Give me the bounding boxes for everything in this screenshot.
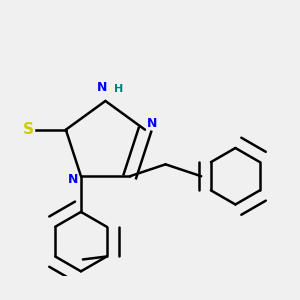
Text: S: S [23, 122, 34, 137]
Text: H: H [114, 83, 123, 94]
Text: N: N [68, 173, 79, 186]
Text: N: N [147, 117, 158, 130]
Text: N: N [97, 80, 108, 94]
